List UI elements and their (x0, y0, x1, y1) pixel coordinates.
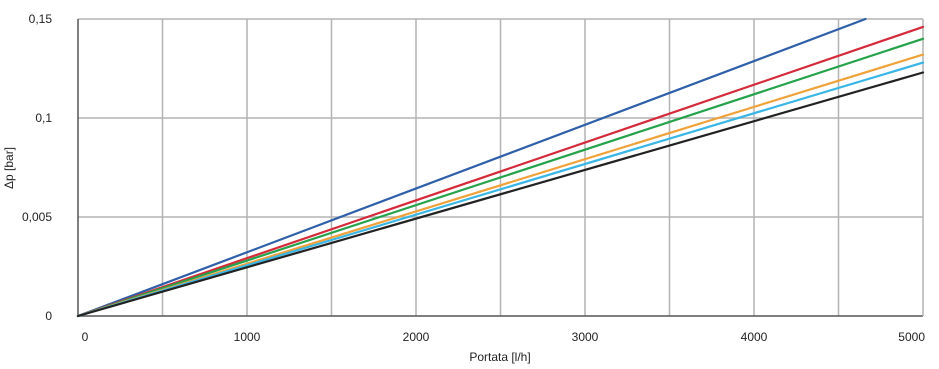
x-tick-label: 0 (82, 330, 89, 344)
y-tick-label: 0,1 (35, 111, 52, 125)
series-lines (76, 17, 925, 318)
x-axis-label: Portata [l/h] (469, 350, 530, 364)
x-tick-label: 3000 (572, 330, 599, 344)
x-tick-label: 4000 (741, 330, 768, 344)
series-line-4 (76, 53, 925, 318)
series-line-1 (76, 17, 867, 318)
y-tick-label: 0,005 (22, 210, 52, 224)
y-tick-labels: 0 0,005 0,1 0,15 (22, 12, 52, 323)
series-line-5 (76, 61, 925, 318)
series-line-3 (76, 37, 925, 318)
y-axis-label: Δp [bar] (2, 147, 16, 189)
y-tick-label: 0 (45, 309, 52, 323)
axes (77, 19, 924, 317)
grid (78, 18, 923, 316)
series-line-2 (76, 25, 925, 318)
series-line-6 (76, 71, 925, 318)
x-tick-label: 1000 (234, 330, 261, 344)
y-tick-label: 0,15 (29, 12, 53, 26)
x-tick-label: 5000 (898, 330, 925, 344)
x-tick-labels: 0 1000 2000 3000 4000 5000 (82, 330, 926, 344)
x-tick-label: 2000 (403, 330, 430, 344)
